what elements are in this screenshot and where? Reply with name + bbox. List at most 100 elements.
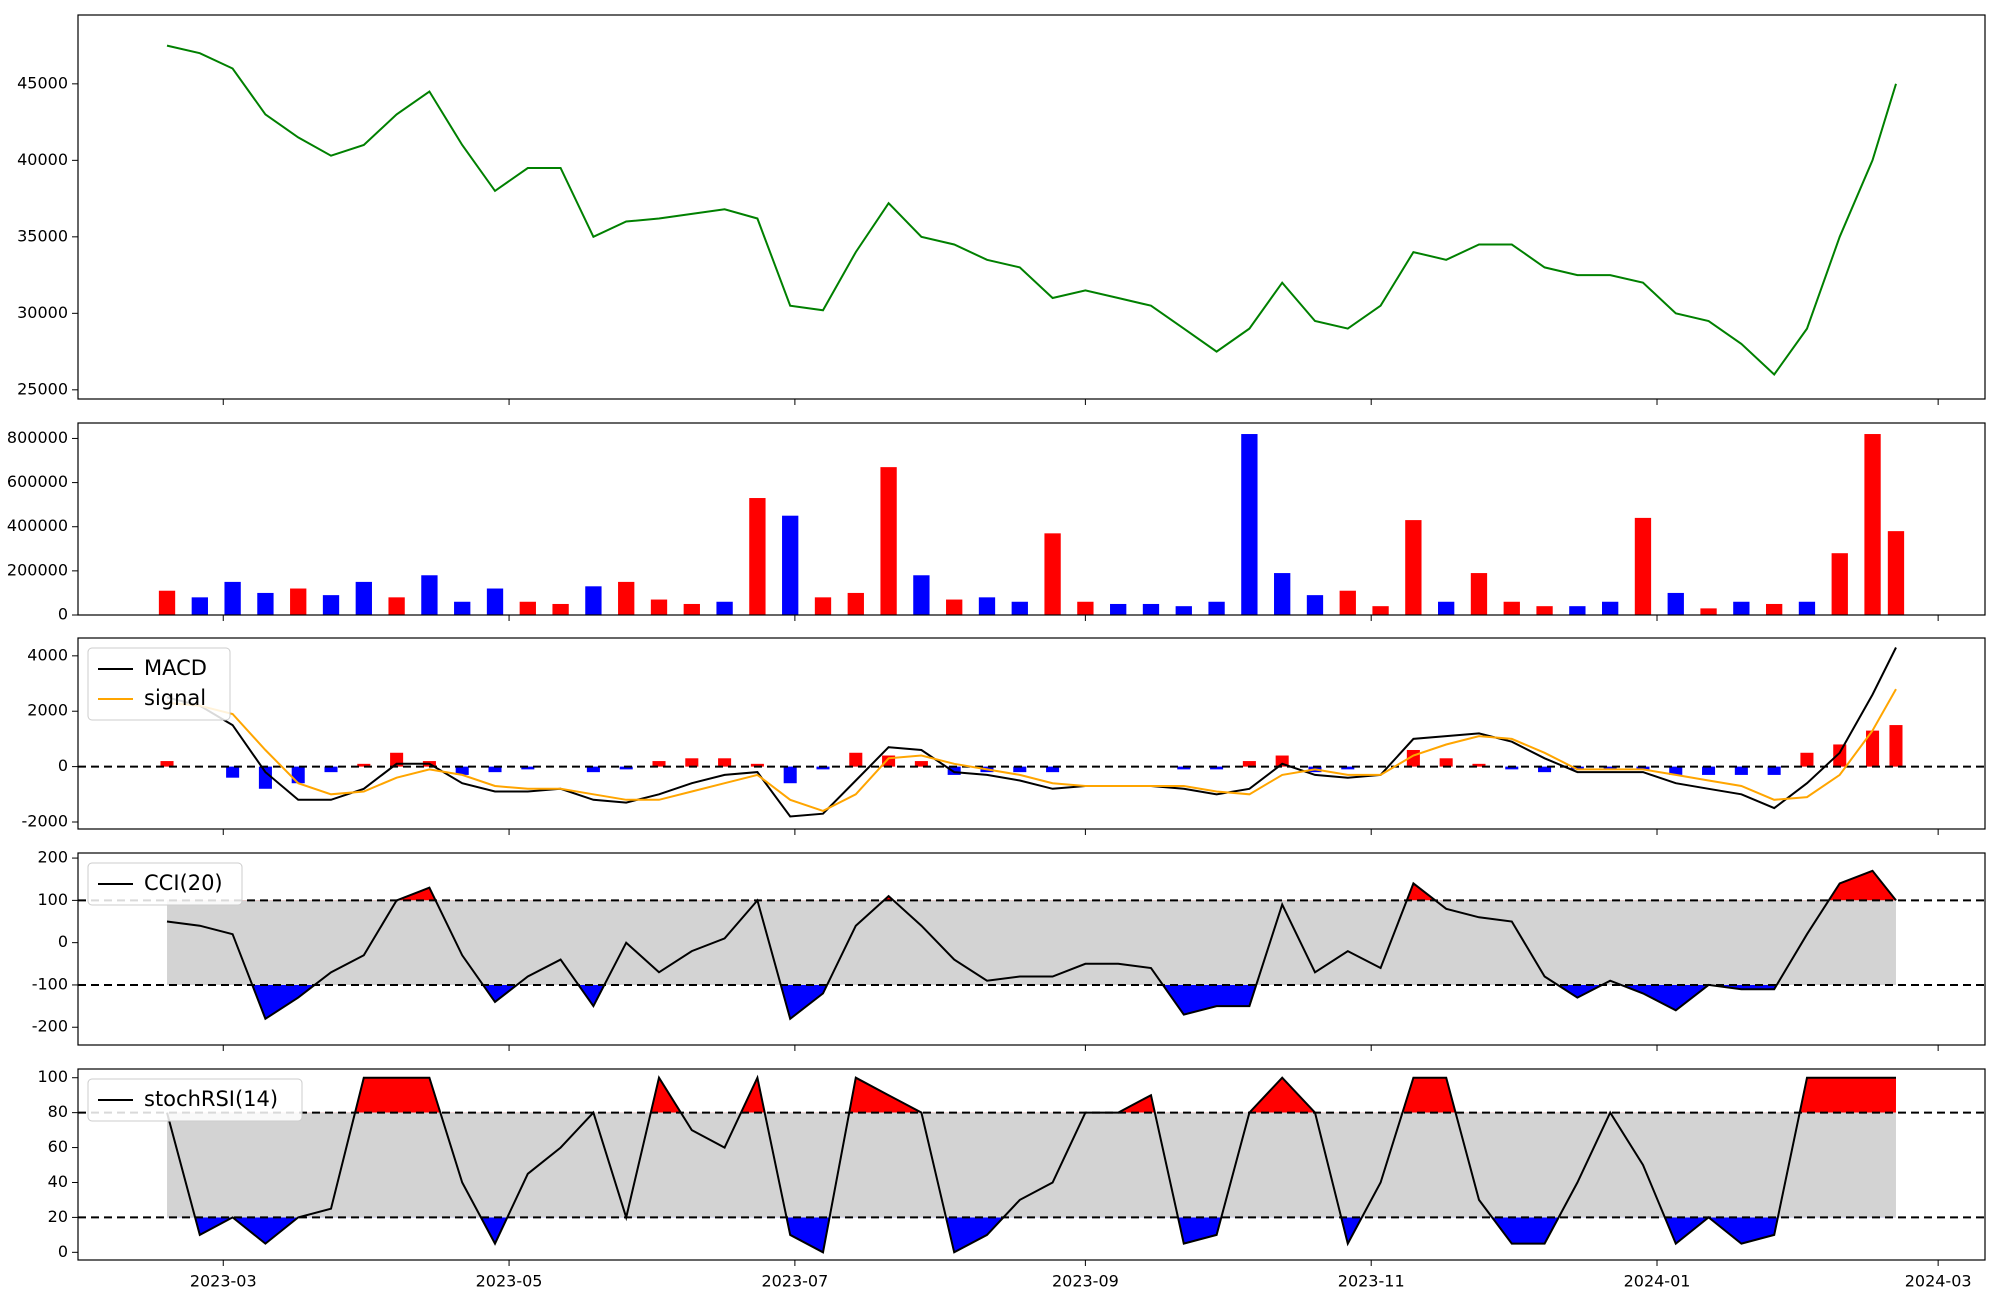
y-tick-label: 100: [37, 1067, 68, 1086]
histogram-bar: [1866, 730, 1880, 767]
volume-bar: [1208, 601, 1225, 615]
histogram-bar: [947, 766, 961, 775]
volume-bar: [1110, 603, 1127, 615]
volume-bar: [913, 575, 930, 615]
histogram-bar: [685, 758, 699, 767]
volume-bar: [1306, 595, 1324, 615]
y-tick-label: 200: [37, 848, 68, 867]
y-tick-label: 40000: [17, 150, 68, 169]
y-tick-label: 200000: [7, 560, 68, 579]
series-line: [166, 44, 1897, 377]
histogram-bar: [1538, 766, 1552, 773]
volume-bar: [1765, 603, 1783, 615]
volume-bar: [847, 592, 864, 615]
y-tick-label: 100: [37, 890, 68, 909]
volume-bar: [1405, 520, 1422, 615]
panel-frame: [77, 637, 1986, 830]
histogram-bar: [324, 766, 338, 773]
volume-bar: [683, 603, 700, 615]
legend-label: signal: [144, 686, 206, 710]
histogram-bar: [882, 755, 896, 767]
x-tick-label: 2023-03: [190, 1272, 257, 1291]
y-tick-label: 80: [48, 1102, 68, 1121]
legend-box: [87, 647, 231, 721]
histogram-bar: [1889, 725, 1903, 767]
neutral-band: [167, 1112, 1896, 1218]
histogram-bar: [1636, 766, 1650, 770]
volume-bar: [978, 597, 996, 615]
histogram-bar: [521, 766, 535, 770]
y-tick-label: -2000: [22, 811, 69, 830]
y-tick-label: 0: [58, 1242, 68, 1261]
neutral-band: [167, 900, 1896, 985]
histogram-bar: [455, 766, 469, 775]
legend-label: MACD: [144, 656, 207, 680]
volume-bar: [1175, 606, 1192, 615]
histogram-bar: [1046, 766, 1060, 773]
x-tick-label: 2024-01: [1624, 1272, 1691, 1291]
volume-bar: [782, 515, 799, 615]
histogram-bar: [1210, 766, 1224, 770]
y-tick-label: 40: [48, 1172, 68, 1191]
volume-bar: [650, 599, 668, 615]
histogram-bar: [816, 766, 830, 770]
y-tick-label: 0: [58, 756, 68, 775]
volume-bar: [191, 597, 208, 615]
histogram-bar: [1800, 752, 1814, 767]
volume-bar: [1438, 601, 1455, 615]
histogram-bar: [226, 766, 240, 778]
y-tick-label: 0: [58, 605, 68, 624]
histogram-bar: [586, 766, 600, 773]
x-tick-label: 2023-07: [761, 1272, 828, 1291]
volume-bar: [322, 595, 340, 615]
legend-label: CCI(20): [144, 871, 223, 895]
volume-bar: [749, 498, 766, 615]
volume-bar: [1241, 434, 1258, 615]
oversold-fill: [167, 1217, 1896, 1253]
legend-box: [87, 862, 243, 906]
histogram-bar: [1242, 761, 1256, 767]
volume-bar: [1142, 603, 1160, 615]
histogram-bar: [1505, 766, 1519, 770]
histogram-bar: [718, 758, 732, 767]
volume-bar: [880, 467, 897, 615]
volume-bar: [1339, 590, 1356, 615]
series-line: [166, 688, 1897, 812]
histogram-bar: [652, 761, 666, 767]
volume-bar: [585, 586, 602, 615]
x-tick-label: 2023-09: [1052, 1272, 1119, 1291]
y-tick-label: 2000: [27, 701, 68, 720]
panel-frame: [77, 14, 1986, 400]
x-tick-label: 2023-05: [476, 1272, 543, 1291]
y-tick-label: 45000: [17, 73, 68, 92]
volume-bar: [1864, 434, 1881, 615]
volume-bar: [552, 603, 569, 615]
panel-frame: [77, 422, 1986, 616]
histogram-bar: [1472, 763, 1486, 767]
legend-label: stochRSI(14): [144, 1087, 278, 1111]
volume-bar: [716, 601, 733, 615]
volume-bar: [1372, 606, 1389, 615]
y-tick-label: 0: [58, 932, 68, 951]
volume-bar: [1274, 573, 1291, 615]
y-tick-label: 60: [48, 1137, 68, 1156]
histogram-bar: [1833, 744, 1847, 767]
volume-bar: [946, 599, 963, 615]
volume-bar: [519, 601, 536, 615]
histogram-bar: [258, 766, 272, 789]
histogram-bar: [291, 766, 305, 784]
series-line: [166, 647, 1897, 818]
y-tick-label: 600000: [7, 472, 68, 491]
volume-bar: [1602, 601, 1619, 615]
y-tick-label: 20: [48, 1207, 68, 1226]
volume-bar: [1887, 531, 1905, 615]
volume-bar: [224, 581, 241, 615]
x-tick-label: 2024-03: [1905, 1272, 1972, 1291]
histogram-bar: [914, 761, 928, 767]
histogram-bar: [1570, 766, 1584, 770]
y-tick-label: 30000: [17, 303, 68, 322]
histogram-bar: [750, 763, 764, 767]
volume-bar: [1044, 533, 1061, 615]
panel-frame: [77, 1068, 1986, 1261]
